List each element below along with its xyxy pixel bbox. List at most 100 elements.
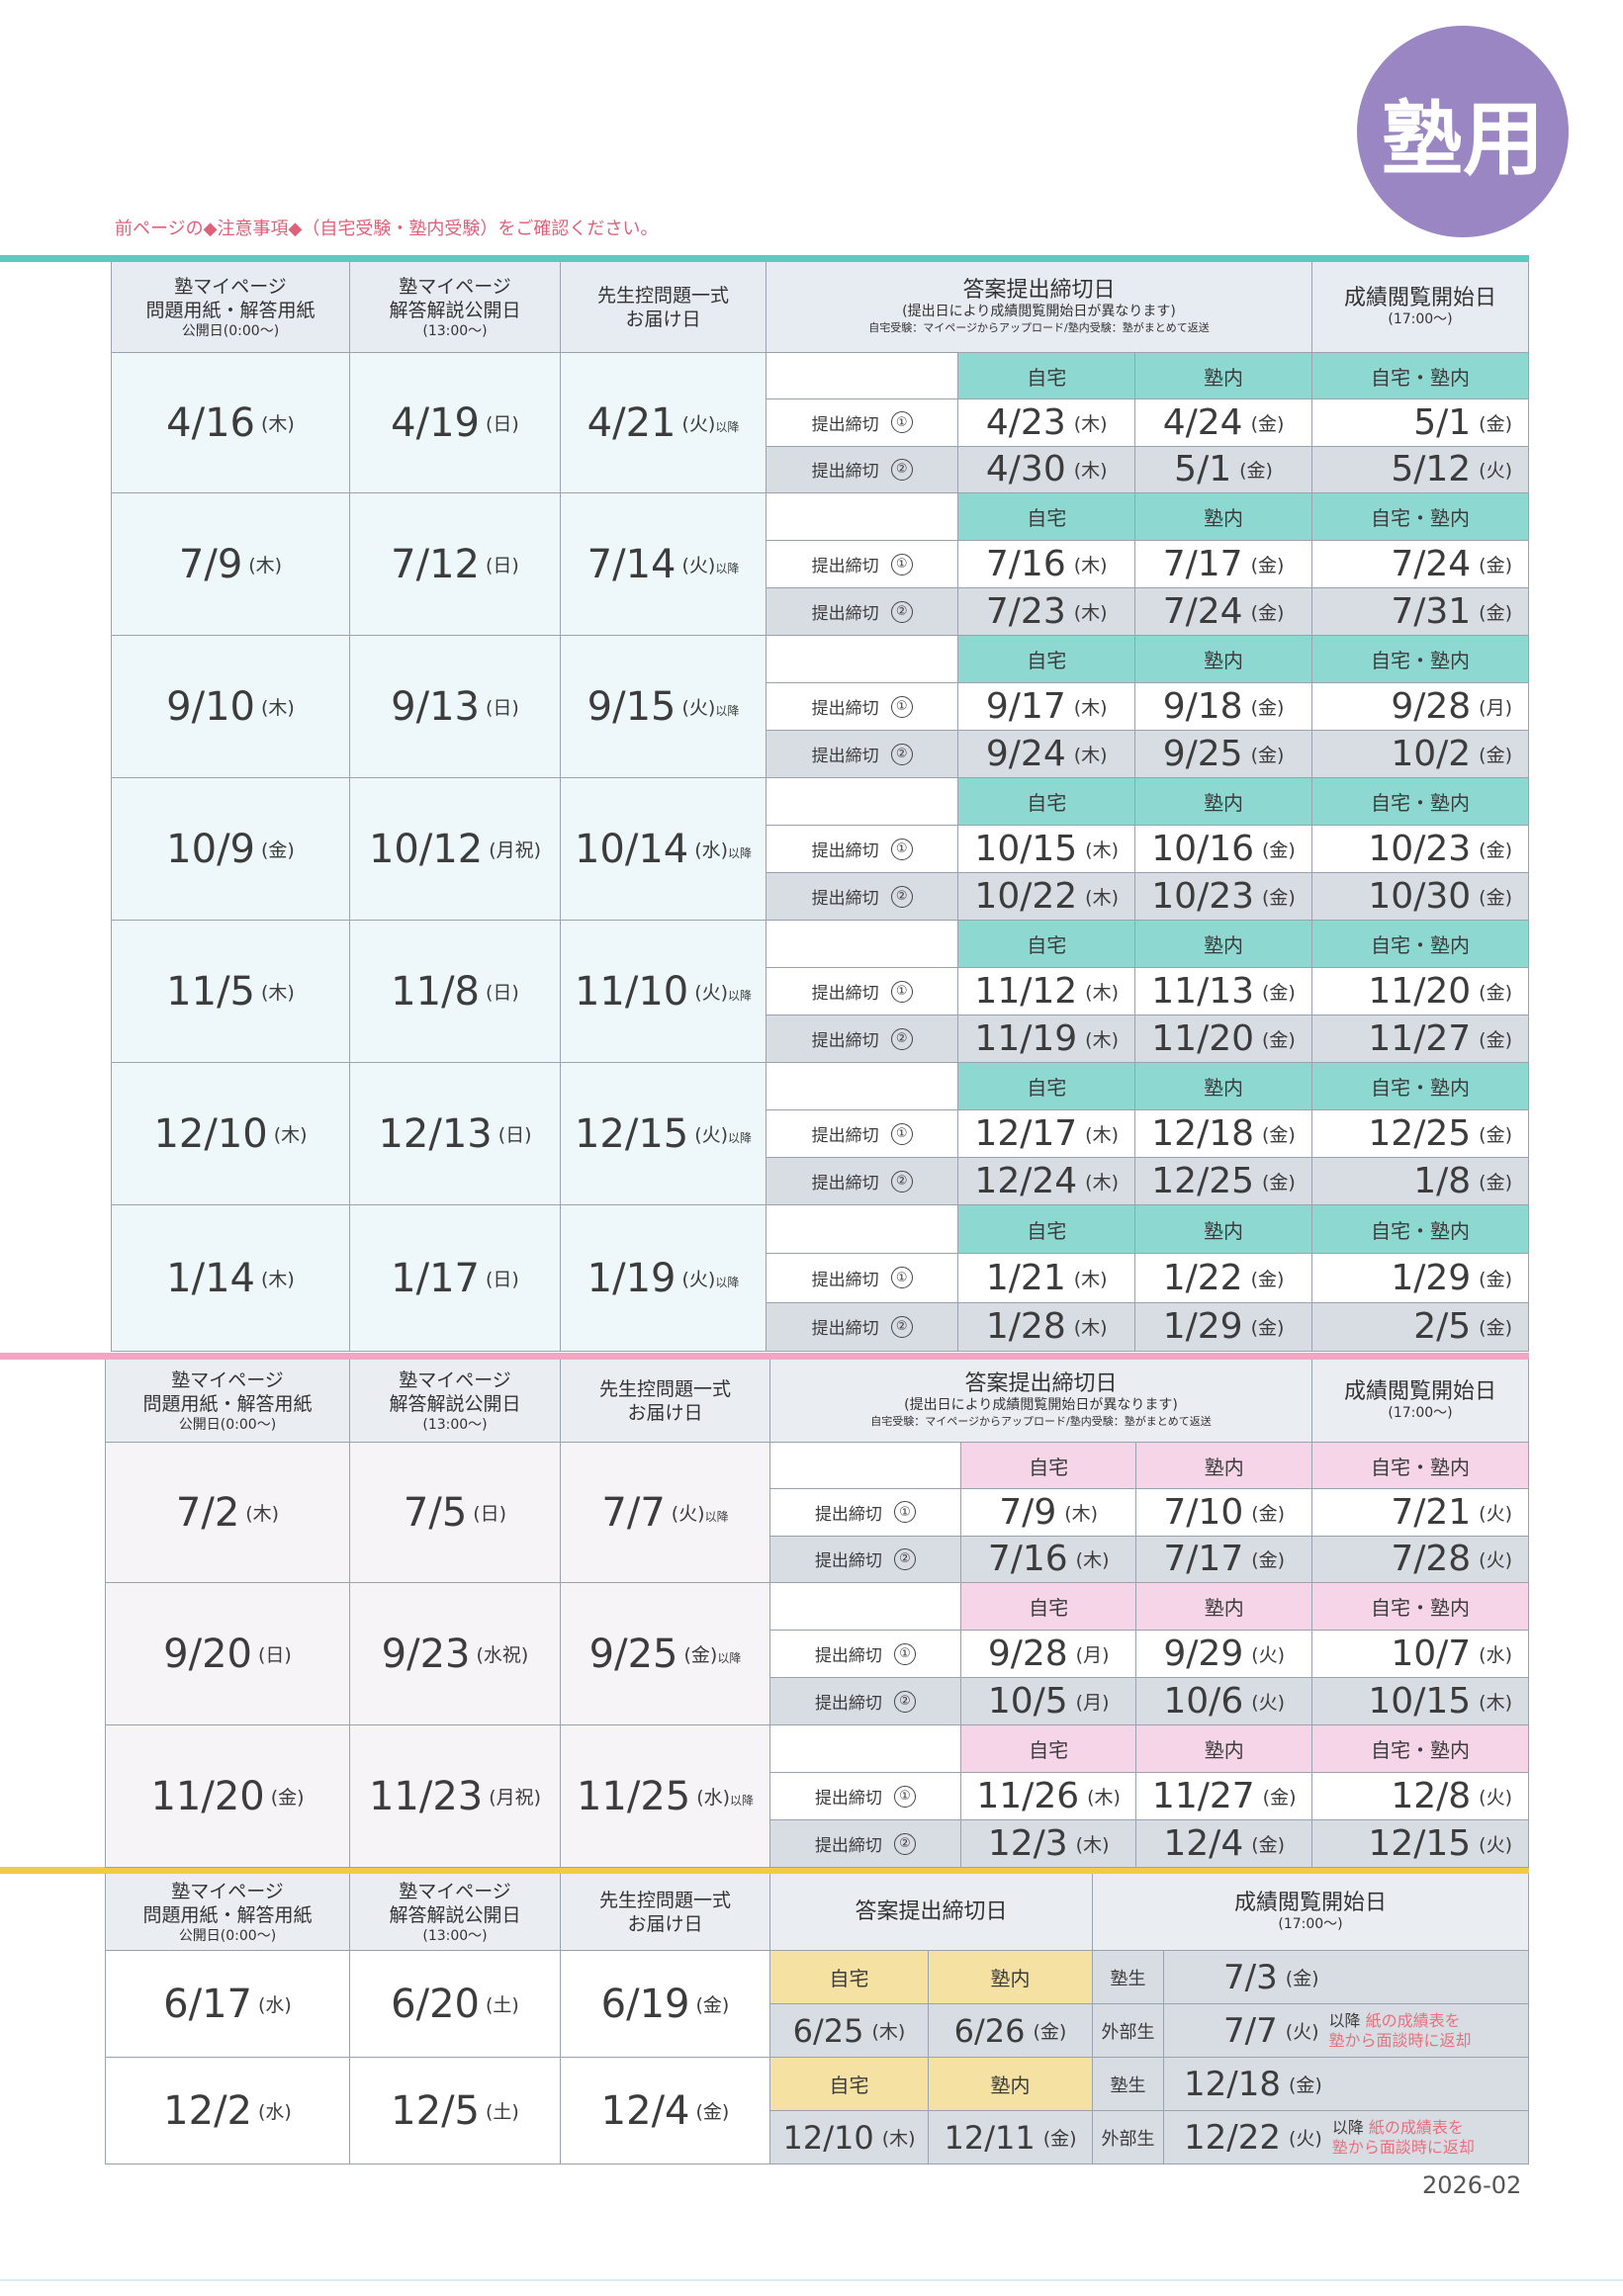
blank-cell bbox=[766, 921, 959, 968]
weekday: (水) bbox=[696, 1787, 731, 1809]
weekday: (金) bbox=[683, 1644, 718, 1666]
date-value: 4/24 bbox=[1162, 401, 1243, 443]
date-value: 7/23 bbox=[985, 591, 1066, 632]
schedule-row: 12/2 (水) 12/5 (土) 12/4 (金) 自宅 塾内 12/10 (木) 12/11 (金… bbox=[105, 2058, 1529, 2164]
date-value: 7/17 bbox=[1162, 544, 1243, 584]
date-cell: 7/9 (木) bbox=[111, 493, 350, 636]
return-note: 以降 紙の成績表を 塾から面談時に返却 bbox=[1332, 2118, 1475, 2158]
date-cell: 6/17 (水) bbox=[105, 1951, 350, 2058]
weekday: (木) bbox=[1064, 1502, 1099, 1525]
results-grid: 塾生 12/18 (金) 外部生 12/22 (火) 以降 紙の成績表を 塾から面談時に返却 bbox=[1093, 2058, 1529, 2164]
col-home: 自宅 bbox=[958, 778, 1136, 826]
date-value: 7/7 bbox=[601, 1489, 666, 1536]
blank-cell bbox=[766, 493, 959, 541]
weekday: (金) bbox=[1285, 1968, 1319, 1989]
date-value: 10/2 bbox=[1391, 734, 1472, 774]
deadline-1-date: 9/17 (木) bbox=[958, 683, 1136, 731]
date-value: 12/11 bbox=[944, 2118, 1036, 2157]
header-line: 自宅受験：マイページからアップロード/塾内受験：塾がまとめて返送 bbox=[870, 1415, 1212, 1428]
deadline-2-label: 提出締切 ② bbox=[766, 446, 959, 493]
weekday: (火) bbox=[681, 555, 716, 576]
weekday: (木) bbox=[1075, 1549, 1110, 1572]
deadline-text: 提出締切 bbox=[811, 841, 879, 861]
date-value: 12/15 bbox=[1368, 1823, 1472, 1864]
weekday: (木) bbox=[1073, 697, 1108, 719]
gaibusei-label: 外部生 bbox=[1093, 2004, 1164, 2058]
header-line: 成績閲覧開始日 bbox=[1343, 285, 1496, 310]
home-date: 12/10 (木) bbox=[770, 2111, 929, 2164]
deadline-text: 提出締切 bbox=[811, 1319, 879, 1340]
weekday: (金) bbox=[1479, 1268, 1512, 1290]
juku-badge: 塾用 bbox=[1357, 26, 1569, 237]
weekday: (日) bbox=[473, 1503, 507, 1525]
ikou-text: 以降 bbox=[715, 420, 740, 434]
weekday: (金) bbox=[1262, 982, 1296, 1004]
results-grid: 塾生 7/3 (金) 外部生 7/7 (火) 以降 紙の成績表を 塾から面談時に返却 bbox=[1093, 1951, 1529, 2058]
deadline-text: 提出締切 bbox=[811, 414, 879, 435]
circle-2: ② bbox=[890, 600, 913, 623]
header-results-date: 成績閲覧開始日 (17:00〜) bbox=[1312, 1360, 1529, 1443]
date-cell: 7/2 (木) bbox=[105, 1443, 350, 1583]
doc-code: 2026-02 bbox=[1422, 2171, 1522, 2199]
deadline-1-label: 提出締切 ① bbox=[766, 541, 959, 588]
circle-2: ② bbox=[890, 1315, 913, 1338]
jukusei-date: 12/18 (金) bbox=[1164, 2058, 1529, 2111]
ikou-text: 以降 bbox=[704, 1510, 729, 1524]
header-line: 塾マイページ bbox=[399, 1880, 511, 1902]
deadline-2-date: 7/24 (金) bbox=[1135, 588, 1312, 636]
blank-cell bbox=[766, 1063, 959, 1110]
deadline-2-date: 11/27 (金) bbox=[1311, 1016, 1529, 1063]
weekday: (金) bbox=[261, 839, 295, 861]
gaibusei-label: 外部生 bbox=[1093, 2111, 1164, 2164]
deadline-2-date: 10/2 (金) bbox=[1311, 731, 1529, 778]
deadline-1-date: 12/8 (火) bbox=[1311, 1773, 1529, 1820]
deadline-text: 提出締切 bbox=[811, 747, 879, 766]
circle-1: ① bbox=[890, 553, 913, 575]
weekday: (水祝) bbox=[476, 1644, 529, 1666]
date-value: 12/3 bbox=[987, 1823, 1068, 1864]
weekday: (金) bbox=[1262, 839, 1296, 861]
weekday: (火) bbox=[1479, 460, 1512, 483]
deadline-1-date: 4/24 (金) bbox=[1135, 399, 1312, 447]
deadline-2-date: 10/15 (木) bbox=[1311, 1678, 1529, 1725]
date-cell: 9/23 (水祝) bbox=[350, 1583, 561, 1725]
weekday: (日) bbox=[486, 982, 519, 1004]
deadline-2-date: 12/3 (木) bbox=[960, 1820, 1137, 1868]
deadline-1-date: 10/23 (金) bbox=[1311, 826, 1529, 873]
weekday: (木) bbox=[1073, 745, 1108, 766]
deadline-text: 提出締切 bbox=[811, 889, 879, 909]
date-cell: 11/23 (月祝) bbox=[350, 1725, 561, 1868]
weekday: (木) bbox=[1479, 1692, 1512, 1714]
col-home: 自宅 bbox=[770, 2058, 929, 2111]
col-home: 自宅 bbox=[960, 1443, 1137, 1490]
col-juku: 塾内 bbox=[929, 2058, 1093, 2111]
deadline-1-date: 12/25 (金) bbox=[1311, 1110, 1529, 1158]
weekday: (金) bbox=[1479, 1124, 1512, 1146]
header-line: 先生控問題一式 bbox=[596, 284, 729, 307]
col-both: 自宅・塾内 bbox=[1311, 921, 1529, 968]
deadline-text: 提出締切 bbox=[811, 1270, 879, 1290]
weekday: (金) bbox=[1479, 602, 1512, 624]
circle-2: ② bbox=[890, 458, 913, 481]
header-line: (17:00〜) bbox=[1388, 310, 1453, 327]
deadline-1-date: 7/10 (金) bbox=[1136, 1489, 1312, 1537]
weekday: (土) bbox=[486, 1994, 519, 2016]
deadline-text: 提出締切 bbox=[811, 1126, 879, 1146]
date-value: 12/25 bbox=[1151, 1161, 1255, 1201]
gaibusei-date: 7/7 (火) 以降 紙の成績表を 塾から面談時に返却 bbox=[1164, 2004, 1529, 2058]
weekday: (日) bbox=[486, 1269, 519, 1290]
col-both: 自宅・塾内 bbox=[1311, 1205, 1529, 1255]
date-value: 1/22 bbox=[1162, 1257, 1243, 1298]
weekday: (火) bbox=[694, 1124, 729, 1146]
deadline-grid: 自宅 塾内 自宅・塾内 提出締切 ① 11/26 (木) 11/27 (金) 12/8 (火) 提出締… bbox=[770, 1725, 1529, 1868]
date-value: 11/27 bbox=[1368, 1018, 1472, 1059]
date-cell: 10/12 (月祝) bbox=[350, 778, 561, 921]
header-publish-date: 塾マイページ 問題用紙・解答用紙 公開日(0:00〜) bbox=[105, 1360, 350, 1443]
jukusei-date: 7/3 (金) bbox=[1164, 1951, 1529, 2004]
date-cell: 7/14 (火) 以降 bbox=[561, 493, 766, 636]
weekday: (火) bbox=[681, 697, 716, 719]
deadline-1-date: 10/7 (水) bbox=[1311, 1631, 1529, 1678]
date-value: 9/25 bbox=[588, 1631, 678, 1677]
deadline-2-date: 1/29 (金) bbox=[1135, 1302, 1312, 1352]
deadline-1-date: 11/20 (金) bbox=[1311, 968, 1529, 1016]
